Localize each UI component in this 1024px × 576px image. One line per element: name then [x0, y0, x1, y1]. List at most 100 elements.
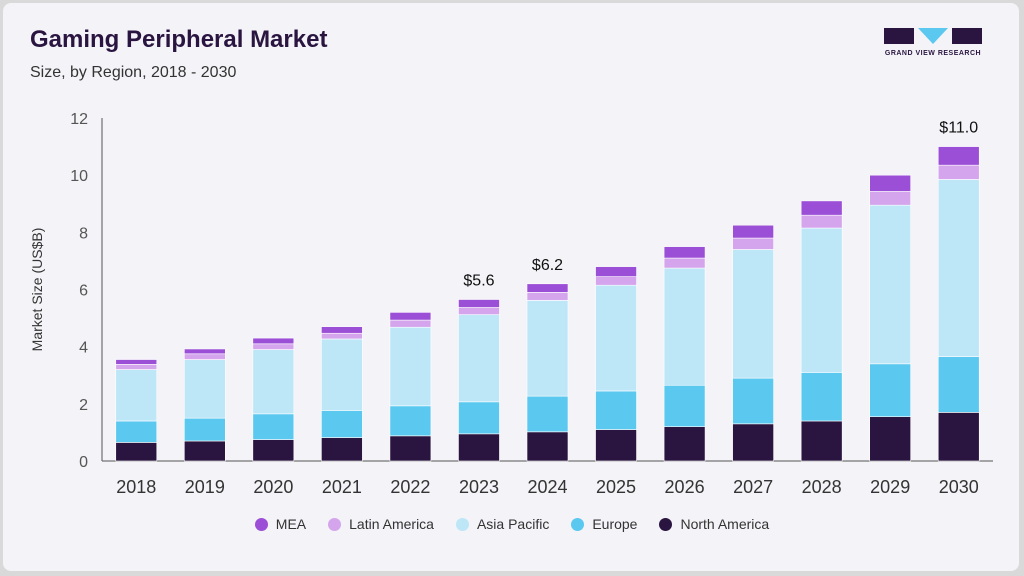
bar-segment-asia-pacific	[732, 249, 774, 379]
y-tick-label: 6	[79, 283, 88, 300]
bar-segment-latin-america	[115, 364, 158, 370]
bar-segment-asia-pacific	[321, 338, 363, 411]
legend-item: Latin America	[328, 516, 434, 532]
chart-subtitle: Size, by Region, 2018 - 2030	[30, 64, 237, 81]
bar-segment-asia-pacific	[389, 326, 432, 407]
x-tick-label: 2025	[596, 477, 636, 497]
bar-segment-latin-america	[321, 332, 363, 340]
bar-segment-north-america	[595, 429, 637, 462]
legend-label: Latin America	[349, 516, 434, 532]
x-tick-label: 2020	[253, 477, 293, 497]
data-label: $6.2	[532, 257, 563, 274]
bar-segment-latin-america	[663, 257, 706, 269]
bar-segment-latin-america	[184, 353, 226, 360]
bar-segment-latin-america	[595, 276, 637, 286]
x-tick-label: 2019	[185, 477, 225, 497]
bar-segment-mea	[115, 359, 158, 365]
bar-segment-north-america	[458, 433, 500, 462]
bar-segment-mea	[184, 348, 226, 355]
bar-segment-mea	[663, 246, 706, 259]
x-tick-label: 2030	[939, 477, 979, 497]
bar-segment-asia-pacific	[526, 300, 569, 397]
bar-segment-europe	[115, 420, 158, 443]
bar-segment-asia-pacific	[115, 369, 158, 422]
logo-mark-icon	[884, 28, 982, 44]
bar-segment-latin-america	[937, 164, 980, 180]
x-tick-label: 2029	[870, 477, 910, 497]
bar-segment-latin-america	[458, 307, 500, 315]
x-tick-label: 2027	[733, 477, 773, 497]
bar-segment-asia-pacific	[595, 284, 637, 392]
legend-swatch-icon	[254, 517, 268, 531]
bar-segment-asia-pacific	[252, 349, 295, 415]
bar-segment-north-america	[869, 416, 911, 462]
bar-segment-latin-america	[732, 237, 774, 250]
bar-segment-mea	[800, 200, 843, 216]
bar-segment-north-america	[321, 437, 363, 462]
y-tick-label: 4	[79, 340, 88, 357]
y-tick-label: 0	[79, 454, 88, 471]
bar-segment-europe	[869, 363, 911, 417]
legend-swatch-icon	[659, 517, 673, 531]
y-tick-label: 10	[70, 168, 88, 185]
x-tick-label: 2023	[459, 477, 499, 497]
x-tick-label: 2021	[322, 477, 362, 497]
logo-text: GRAND VIEW RESEARCH	[884, 50, 982, 57]
legend-label: Asia Pacific	[476, 516, 550, 532]
x-tick-label: 2024	[527, 477, 567, 497]
bar-segment-north-america	[252, 439, 295, 462]
legend-item: Europe	[571, 516, 637, 532]
x-tick-label: 2022	[390, 477, 430, 497]
y-axis-label: Market Size (US$B)	[29, 228, 45, 352]
chart-title: Gaming Peripheral Market	[30, 26, 328, 53]
bar-segment-asia-pacific	[184, 359, 226, 419]
bar-segment-europe	[663, 384, 706, 428]
x-tick-label: 2028	[802, 477, 842, 497]
grand-view-research-logo: GRAND VIEW RESEARCH	[880, 26, 986, 62]
bar-segment-mea	[869, 174, 911, 192]
bar-segment-latin-america	[252, 343, 295, 350]
x-tick-label: 2018	[116, 477, 156, 497]
bar-segment-north-america	[937, 412, 980, 462]
bar-segment-asia-pacific	[937, 179, 980, 357]
bar-segment-latin-america	[526, 292, 569, 301]
legend-swatch-icon	[571, 517, 585, 531]
bar-segment-europe	[252, 413, 295, 440]
bar-segment-north-america	[184, 440, 226, 462]
bar-segment-europe	[184, 417, 226, 442]
bar-segment-latin-america	[869, 191, 911, 206]
bar-segment-north-america	[800, 420, 843, 462]
bar-segment-mea	[252, 337, 295, 345]
bar-segment-north-america	[732, 423, 774, 462]
y-tick-label: 2	[79, 397, 88, 414]
bar-segment-asia-pacific	[869, 204, 911, 365]
bar-segment-mea	[937, 146, 980, 166]
data-label: $11.0	[939, 120, 978, 137]
chart-card	[3, 3, 1019, 571]
bar-segment-asia-pacific	[458, 314, 500, 403]
legend-label: MEA	[275, 516, 307, 532]
legend-label: Europe	[592, 516, 638, 532]
bar-segment-north-america	[389, 435, 432, 462]
bar-segment-north-america	[526, 431, 569, 462]
bar-segment-europe	[595, 390, 637, 430]
bar-segment-latin-america	[800, 214, 843, 229]
legend-swatch-icon	[328, 517, 342, 531]
bar-segment-mea	[732, 224, 774, 239]
bar-segment-north-america	[663, 426, 706, 462]
bar-segment-europe	[526, 395, 569, 433]
bar-segment-mea	[458, 299, 500, 308]
bar-segment-mea	[595, 266, 637, 277]
data-label: $5.6	[463, 273, 494, 290]
x-tick-label: 2026	[665, 477, 705, 497]
bar-segment-mea	[389, 312, 432, 321]
y-tick-label: 8	[79, 225, 88, 242]
legend-swatch-icon	[455, 517, 469, 531]
bar-segment-mea	[321, 326, 363, 334]
bar-segment-latin-america	[389, 319, 432, 328]
legend-item: North America	[659, 516, 769, 532]
bar-segment-europe	[732, 377, 774, 425]
bar-segment-europe	[458, 401, 500, 435]
bar-segment-europe	[937, 356, 980, 413]
